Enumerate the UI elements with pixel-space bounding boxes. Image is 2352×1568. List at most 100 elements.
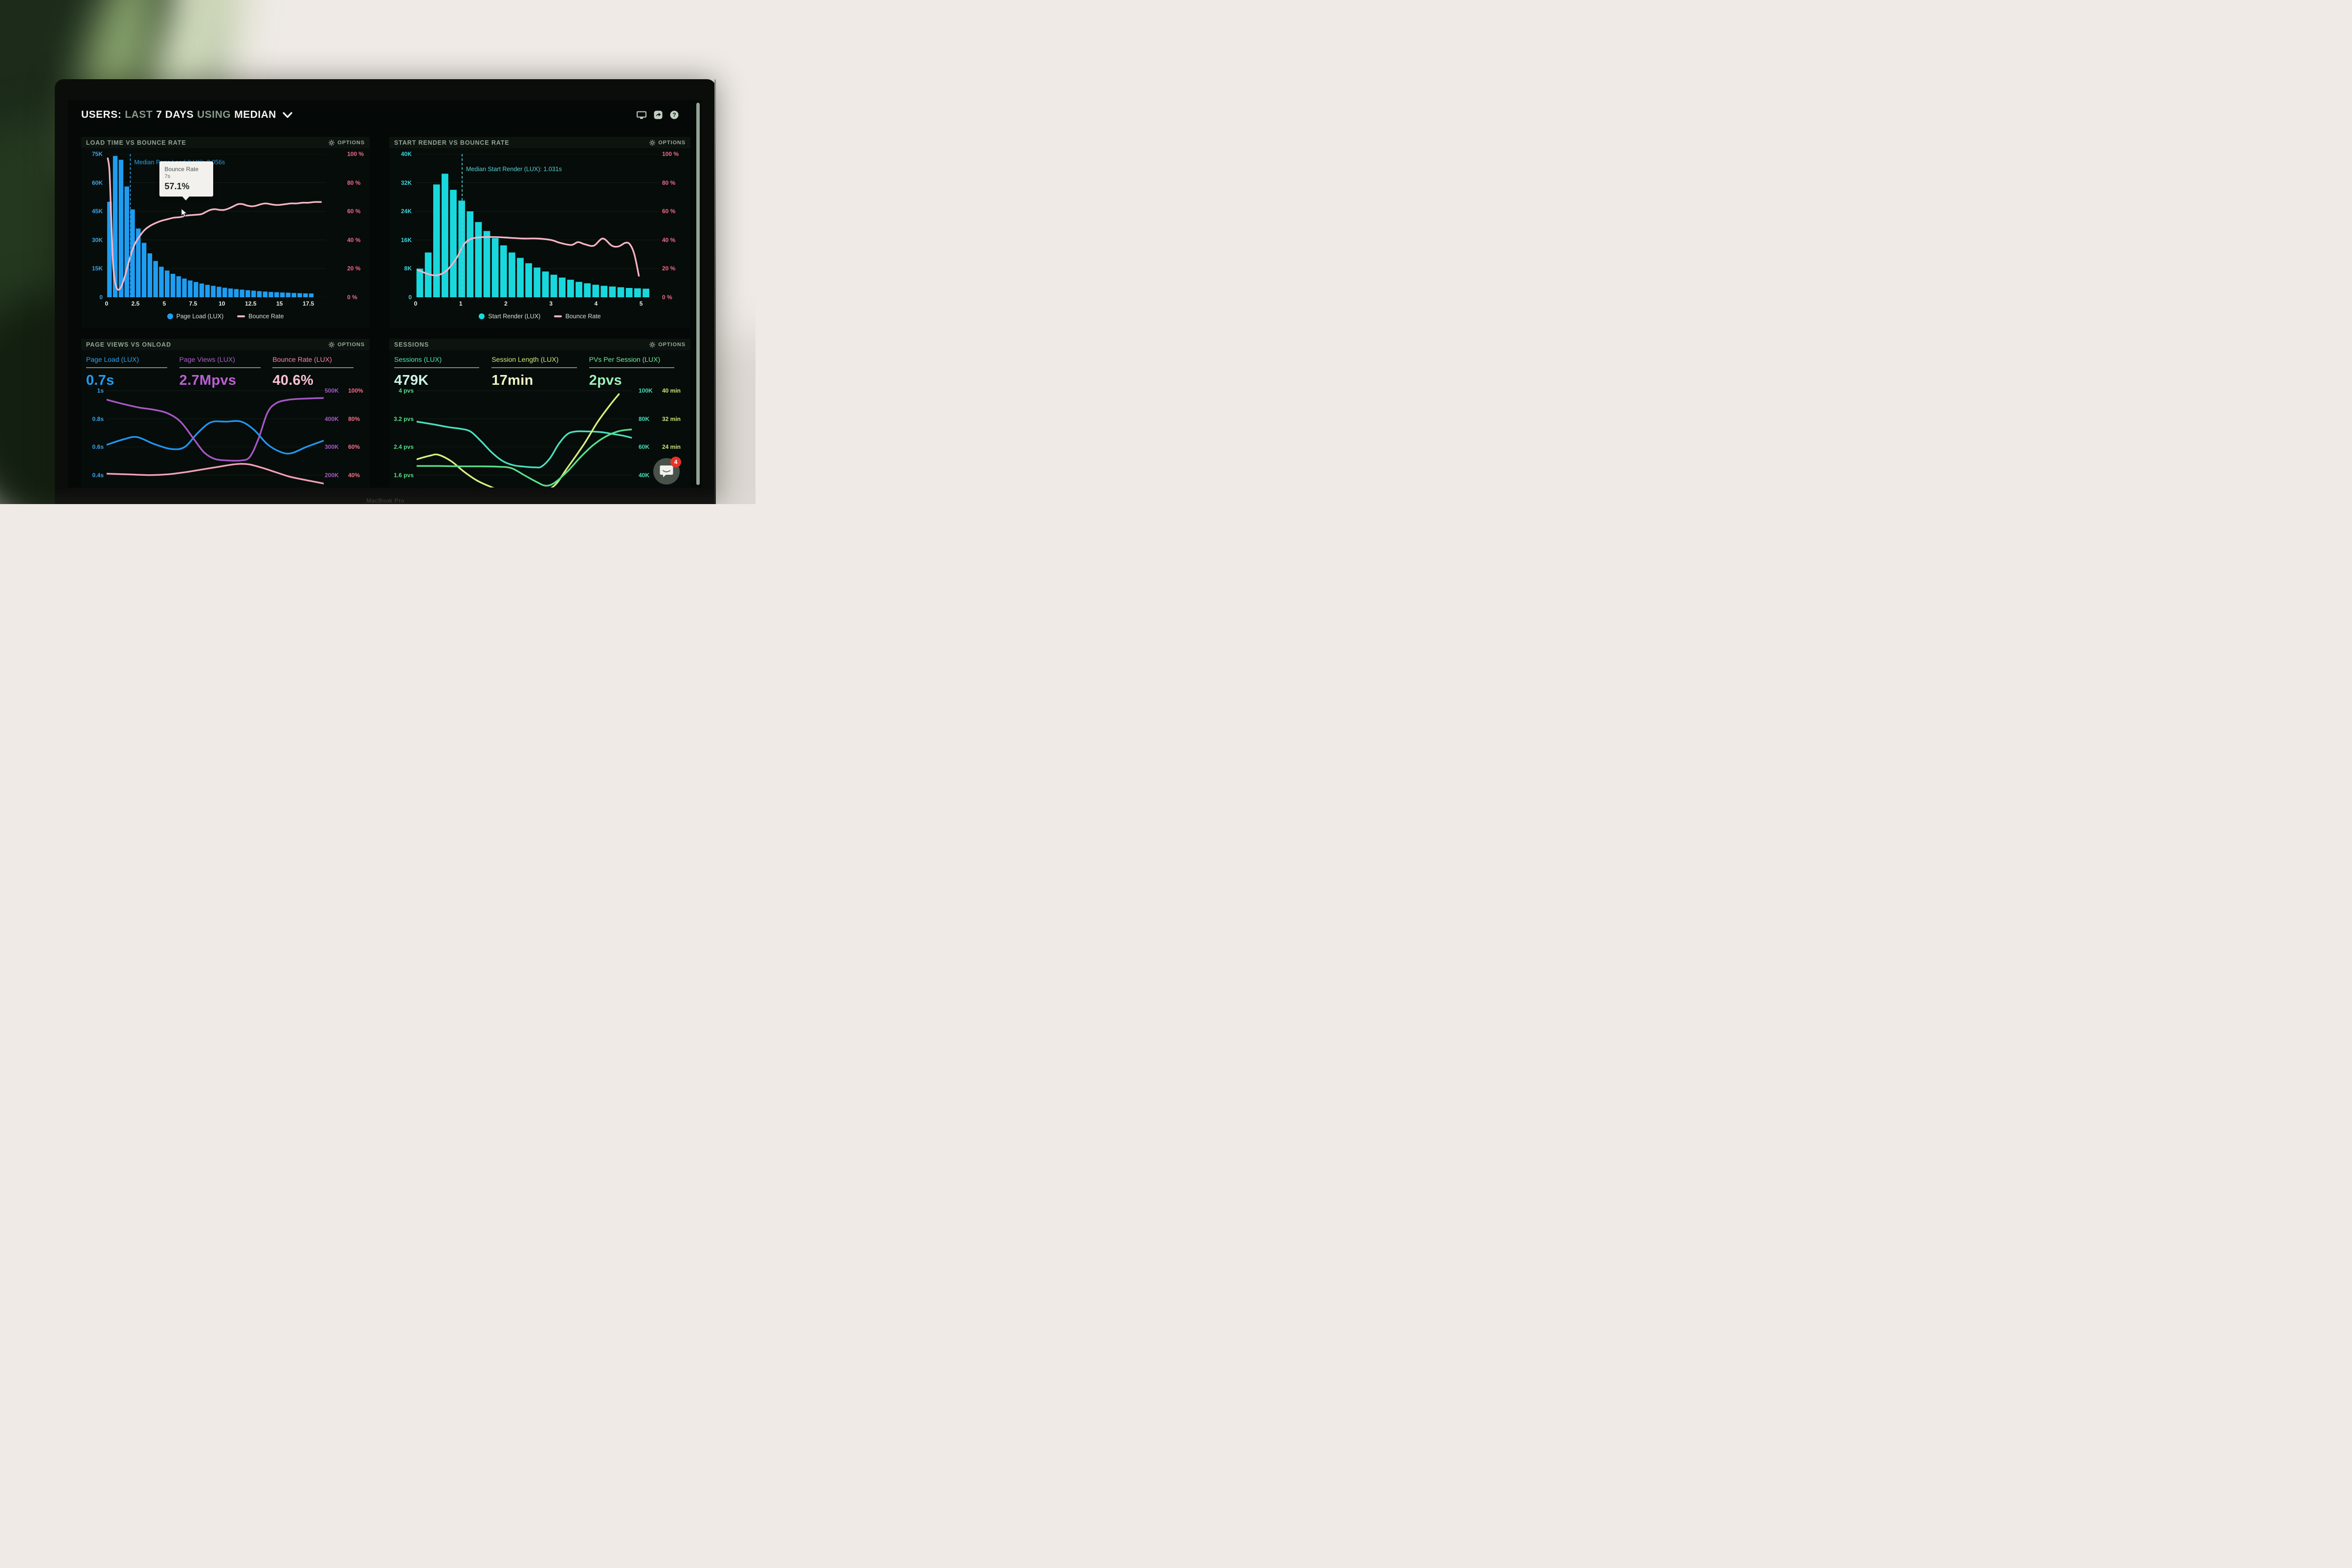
options-button[interactable]: OPTIONS (329, 139, 365, 146)
title-median: MEDIAN (234, 109, 276, 120)
legend-dot-icon (479, 313, 485, 319)
y-tick-label: 80 % (662, 179, 676, 186)
y-tick-label: 40K (639, 471, 650, 479)
panel-header: SESSIONS OPTIONS (389, 339, 690, 350)
metric-underline (86, 367, 168, 368)
y-tick-label: 100 % (347, 151, 364, 157)
bar (107, 201, 112, 297)
bar (263, 291, 267, 297)
line-series (417, 394, 619, 487)
y-axis-right: 100 % 80 % 60 % 40 % 20 % 0 % (347, 151, 368, 301)
metric-label: Sessions (LUX) (394, 355, 442, 363)
bar (525, 263, 533, 297)
bar (240, 289, 244, 297)
bar (199, 283, 204, 297)
users-range-dropdown[interactable]: USERS: LAST 7 DAYS USING MEDIAN (81, 109, 292, 121)
metric-underline (394, 367, 480, 368)
panel-title: PAGE VIEWS VS ONLOAD (86, 341, 172, 348)
y-tick-label: 80 % (347, 179, 361, 186)
options-label: OPTIONS (658, 341, 686, 348)
y-tick-label: 32K (400, 179, 412, 186)
median-annotation: Median Start Render (LUX): 1.031s (466, 166, 562, 173)
line-series (107, 464, 324, 484)
options-label: OPTIONS (658, 139, 686, 146)
bar (217, 287, 222, 297)
y-tick-label: 0.4s (92, 471, 104, 479)
y-tick-label: 16K (400, 236, 412, 243)
legend-label: Bounce Rate (565, 313, 601, 320)
y-tick-label: 60 % (347, 208, 361, 215)
bar (433, 184, 440, 297)
bar (600, 286, 608, 297)
line-series (418, 237, 639, 276)
bar (211, 286, 216, 297)
device-label: MacBook Pro (366, 497, 404, 504)
metric-value: 2pvs (589, 373, 622, 388)
panel-title: LOAD TIME VS BOUNCE RATE (86, 139, 186, 146)
panel-header: LOAD TIME VS BOUNCE RATE OPTIONS (81, 137, 370, 148)
help-icon[interactable]: ? (670, 110, 679, 119)
options-label: OPTIONS (337, 341, 365, 348)
x-tick-label: 2.5 (131, 300, 140, 307)
y-axis-left: 40K 32K 24K 16K 8K 0 (391, 151, 412, 301)
bar (475, 222, 482, 297)
bar (500, 245, 507, 297)
chart-plot-sessions[interactable] (417, 389, 632, 487)
y-axis-left: 1s 0.8s 0.6s 0.4s (84, 387, 104, 487)
title-last: LAST (125, 109, 153, 120)
bar (483, 231, 490, 297)
metric-label: Page Views (LUX) (179, 355, 235, 363)
options-button[interactable]: OPTIONS (649, 341, 686, 348)
x-axis: 0 2.5 5 7.5 10 12.5 15 17.5 (105, 300, 326, 307)
bar (176, 276, 181, 297)
metric-pvs-per-session: PVs Per Session (LUX) 2pvs (589, 355, 687, 389)
bar (643, 288, 649, 297)
chat-launcher-button[interactable]: 4 (653, 457, 681, 485)
line-series (108, 158, 321, 290)
options-button[interactable]: OPTIONS (649, 139, 686, 146)
load-time-chart (107, 154, 326, 297)
bar (466, 211, 474, 297)
bar (194, 282, 199, 297)
share-icon[interactable] (654, 110, 663, 119)
y-tick-label: 30K (91, 236, 103, 243)
legend-label: Start Render (LUX) (488, 313, 541, 320)
y-tick-label: 0.6s (92, 443, 104, 451)
y-axis-left: 4 pvs 3.2 pvs 2.4 pvs 1.6 pvs (390, 387, 414, 487)
legend-item: Page Load (LUX) (167, 313, 223, 320)
metric-underline (179, 367, 261, 368)
gear-icon (649, 341, 656, 348)
chart-plot-load-time[interactable]: Median Page Load (LUX): 2.056s Bounce Ra… (107, 154, 326, 297)
bar (188, 280, 193, 297)
bar (297, 293, 302, 297)
title-using: USING (197, 109, 231, 120)
dashboard-titlebar: USERS: LAST 7 DAYS USING MEDIAN (81, 109, 679, 121)
y-tick-label: 15K (91, 265, 103, 272)
y-tick-label: 0 (99, 294, 103, 301)
monitor-icon[interactable] (637, 111, 646, 119)
chart-plot-start-render[interactable]: Median Start Render (LUX): 1.031s (416, 154, 659, 297)
metric-value: 479K (394, 373, 429, 388)
bar (450, 190, 457, 297)
tooltip-x-value: 7s (164, 173, 171, 179)
photo-scene: USERS: LAST 7 DAYS USING MEDIAN (0, 0, 755, 504)
line-series (417, 429, 632, 486)
gear-icon (329, 139, 335, 146)
y-tick-label: 200K 40% (325, 471, 360, 479)
y-tick-label: 4 pvs (399, 387, 414, 395)
metric-value: 2.7Mpvs (179, 373, 237, 388)
chart-plot-page-views[interactable] (107, 389, 324, 487)
y-tick-label: 40K (400, 151, 412, 157)
bar (268, 292, 273, 297)
panel-header: PAGE VIEWS VS ONLOAD OPTIONS (81, 339, 370, 350)
y-tick-label: 45K (91, 208, 103, 215)
y-tick-label: 2.4 pvs (394, 443, 414, 451)
y-tick-label: 300K 60% (325, 443, 360, 451)
window-actions: ? (637, 110, 679, 119)
legend-dash-icon (554, 315, 562, 317)
scrollbar[interactable] (696, 103, 700, 485)
bar (222, 287, 227, 297)
metric-label: PVs Per Session (LUX) (589, 355, 661, 363)
bar (234, 289, 239, 297)
options-button[interactable]: OPTIONS (329, 341, 365, 348)
